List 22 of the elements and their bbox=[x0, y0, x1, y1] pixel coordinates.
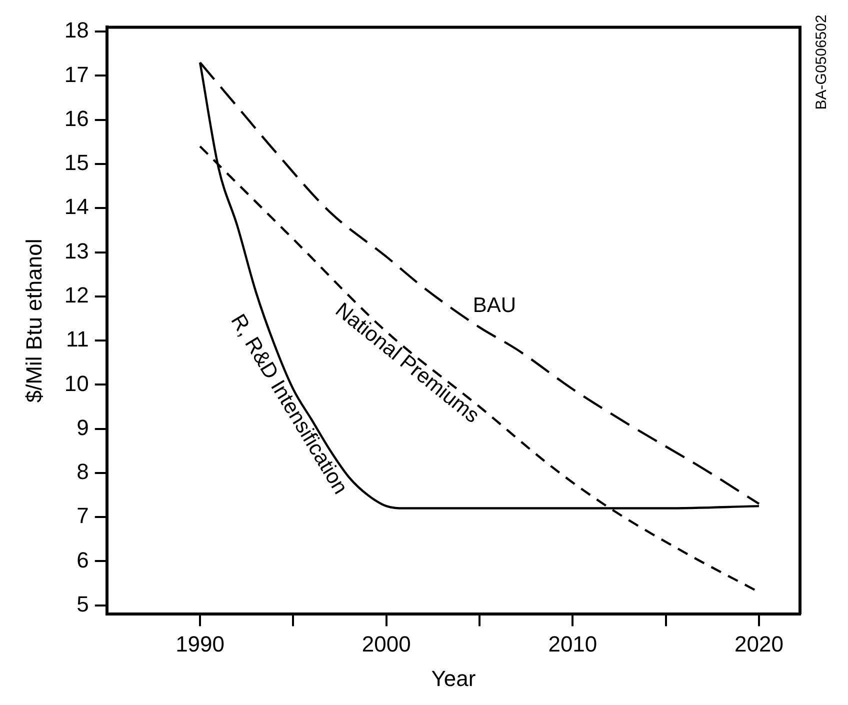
y-tick-label: 18 bbox=[64, 18, 89, 43]
x-tick-label: 1990 bbox=[176, 631, 225, 656]
y-tick-label: 12 bbox=[64, 282, 89, 308]
text: BA-G0506502 bbox=[813, 14, 830, 110]
y-axis-title: $/Mil Btu ethanol bbox=[21, 238, 46, 403]
y-tick-label: 6 bbox=[76, 547, 89, 572]
y-tick-label: 15 bbox=[64, 150, 89, 176]
y-tick-label: 16 bbox=[64, 106, 89, 131]
x-tick-label: 2000 bbox=[362, 631, 411, 656]
y-tick-label: 11 bbox=[66, 326, 89, 352]
y-tick-label: 14 bbox=[64, 194, 89, 220]
x-axis-title: Year bbox=[431, 666, 476, 691]
y-tick-label: 10 bbox=[64, 370, 89, 396]
y-tick-label: 13 bbox=[64, 238, 89, 264]
y-tick-label: 8 bbox=[76, 459, 89, 484]
y-tick-label: 9 bbox=[76, 414, 89, 440]
series-label: BAU bbox=[472, 294, 516, 317]
y-tick-label: 7 bbox=[76, 503, 89, 528]
x-tick-label: 2010 bbox=[548, 631, 598, 656]
y-tick-label: 5 bbox=[76, 591, 89, 616]
y-tick-label: 17 bbox=[64, 62, 89, 87]
x-tick-label: 2020 bbox=[734, 631, 784, 656]
